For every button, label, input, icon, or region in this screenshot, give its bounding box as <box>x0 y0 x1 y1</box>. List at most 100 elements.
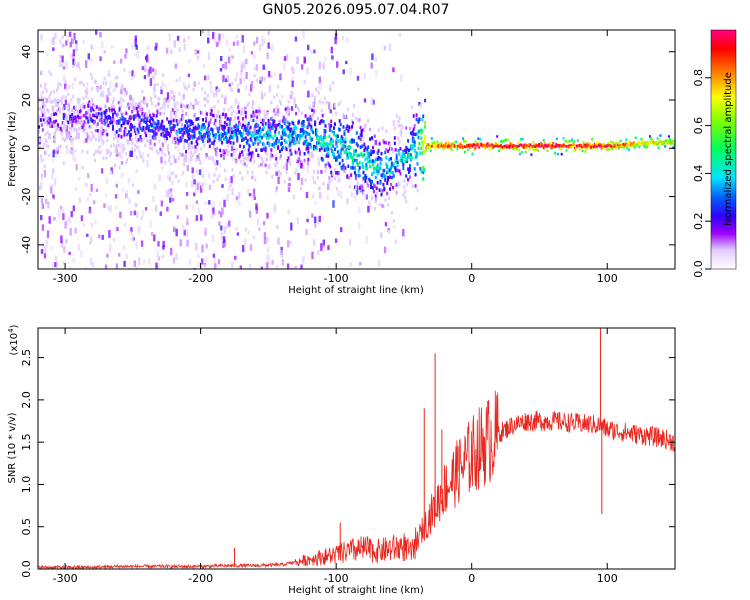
noise-cell <box>98 138 101 143</box>
ridge-cell <box>346 124 349 128</box>
ridge-cell <box>52 105 55 109</box>
noise-cell <box>59 54 62 59</box>
noise-cell <box>197 81 201 85</box>
noise-cell <box>112 88 116 93</box>
ridge-cell <box>260 135 263 140</box>
ridge-cell <box>266 133 269 137</box>
ridge-cell <box>159 112 162 116</box>
noise-cell <box>52 263 55 267</box>
noise-cell <box>314 216 317 224</box>
ridge-cell <box>449 146 452 150</box>
ridge-cell <box>348 125 351 129</box>
ridge-cell <box>423 149 426 153</box>
ridge-cell <box>115 130 118 134</box>
noise-cell <box>72 49 76 56</box>
ridge-cell <box>139 120 142 125</box>
ridge-cell <box>38 129 40 133</box>
ridge-cell <box>575 147 577 150</box>
noise-cell <box>115 82 118 88</box>
ridge-cell <box>366 156 369 160</box>
noise-cell <box>57 210 61 218</box>
noise-cell <box>103 50 106 54</box>
ridge-cell <box>448 144 451 148</box>
ridge-cell <box>76 121 79 125</box>
ridge-cell <box>184 124 187 128</box>
ridge-cell <box>326 100 329 105</box>
ridge-cell <box>41 158 44 162</box>
noise-cell <box>203 75 207 81</box>
noise-cell <box>137 226 141 234</box>
ridge-cell <box>221 124 224 129</box>
ridge-cell <box>611 147 613 151</box>
noise-cell <box>339 100 342 105</box>
noise-cell <box>255 119 258 125</box>
ridge-cell <box>364 146 367 150</box>
ridge-cell <box>59 124 62 129</box>
ridge-cell <box>138 102 141 106</box>
noise-cell <box>46 53 49 57</box>
ridge-cell <box>42 96 45 101</box>
noise-cell <box>190 155 193 162</box>
ridge-cell <box>103 129 106 134</box>
ridge-cell <box>206 93 209 98</box>
ridge-cell <box>137 105 140 109</box>
ridge-cell <box>125 111 128 115</box>
ridge-cell <box>86 110 89 115</box>
noise-cell <box>301 64 304 70</box>
ridge-cell <box>273 119 276 124</box>
ridge-cell <box>168 122 171 126</box>
ridge-cell <box>367 183 370 188</box>
noise-cell <box>196 261 200 267</box>
noise-cell <box>46 230 50 238</box>
noise-cell <box>222 241 225 249</box>
noise-cell <box>125 190 128 198</box>
ridge-cell <box>131 183 134 187</box>
noise-cell <box>146 46 149 51</box>
noise-cell <box>322 239 325 248</box>
ridge-cell <box>347 107 350 112</box>
ridge-cell <box>573 140 576 143</box>
ridge-cell <box>139 134 142 139</box>
noise-cell <box>53 178 57 186</box>
ridge-cell <box>233 150 236 154</box>
ridge-cell <box>125 129 128 133</box>
ridge-cell <box>51 124 54 128</box>
ridge-cell <box>116 112 119 117</box>
noise-cell <box>43 246 47 254</box>
ridge-cell <box>280 141 283 145</box>
ridge-cell <box>62 116 65 120</box>
noise-cell <box>380 232 383 239</box>
ridge-cell <box>43 112 46 116</box>
ridge-cell <box>52 109 55 113</box>
noise-cell <box>239 78 242 85</box>
ridge-cell <box>422 143 425 148</box>
ridge-cell <box>672 146 675 149</box>
ridge-cell <box>241 108 243 113</box>
ridge-cell <box>112 100 114 104</box>
noise-cell <box>223 199 226 208</box>
ridge-cell <box>138 124 141 128</box>
ridge-cell <box>646 145 649 149</box>
noise-cell <box>68 217 71 224</box>
noise-cell <box>372 99 375 105</box>
ridge-cell <box>607 142 610 145</box>
noise-cell <box>392 67 395 73</box>
ridge-cell <box>557 152 559 156</box>
ridge-cell <box>114 149 117 153</box>
noise-cell <box>172 95 176 102</box>
noise-cell <box>237 101 240 108</box>
noise-cell <box>75 40 78 44</box>
noise-cell <box>255 206 259 214</box>
ridge-cell <box>135 106 138 111</box>
ridge-cell <box>97 87 100 92</box>
ridge-cell <box>282 165 285 170</box>
ridge-cell <box>142 125 145 130</box>
ridge-cell <box>237 105 240 109</box>
ridge-cell <box>589 143 592 146</box>
ridge-cell <box>258 112 261 116</box>
ridge-cell <box>81 105 84 110</box>
noise-cell <box>159 211 162 216</box>
ridge-cell <box>272 122 275 126</box>
noise-cell <box>130 74 134 81</box>
ridge-cell <box>349 185 352 189</box>
